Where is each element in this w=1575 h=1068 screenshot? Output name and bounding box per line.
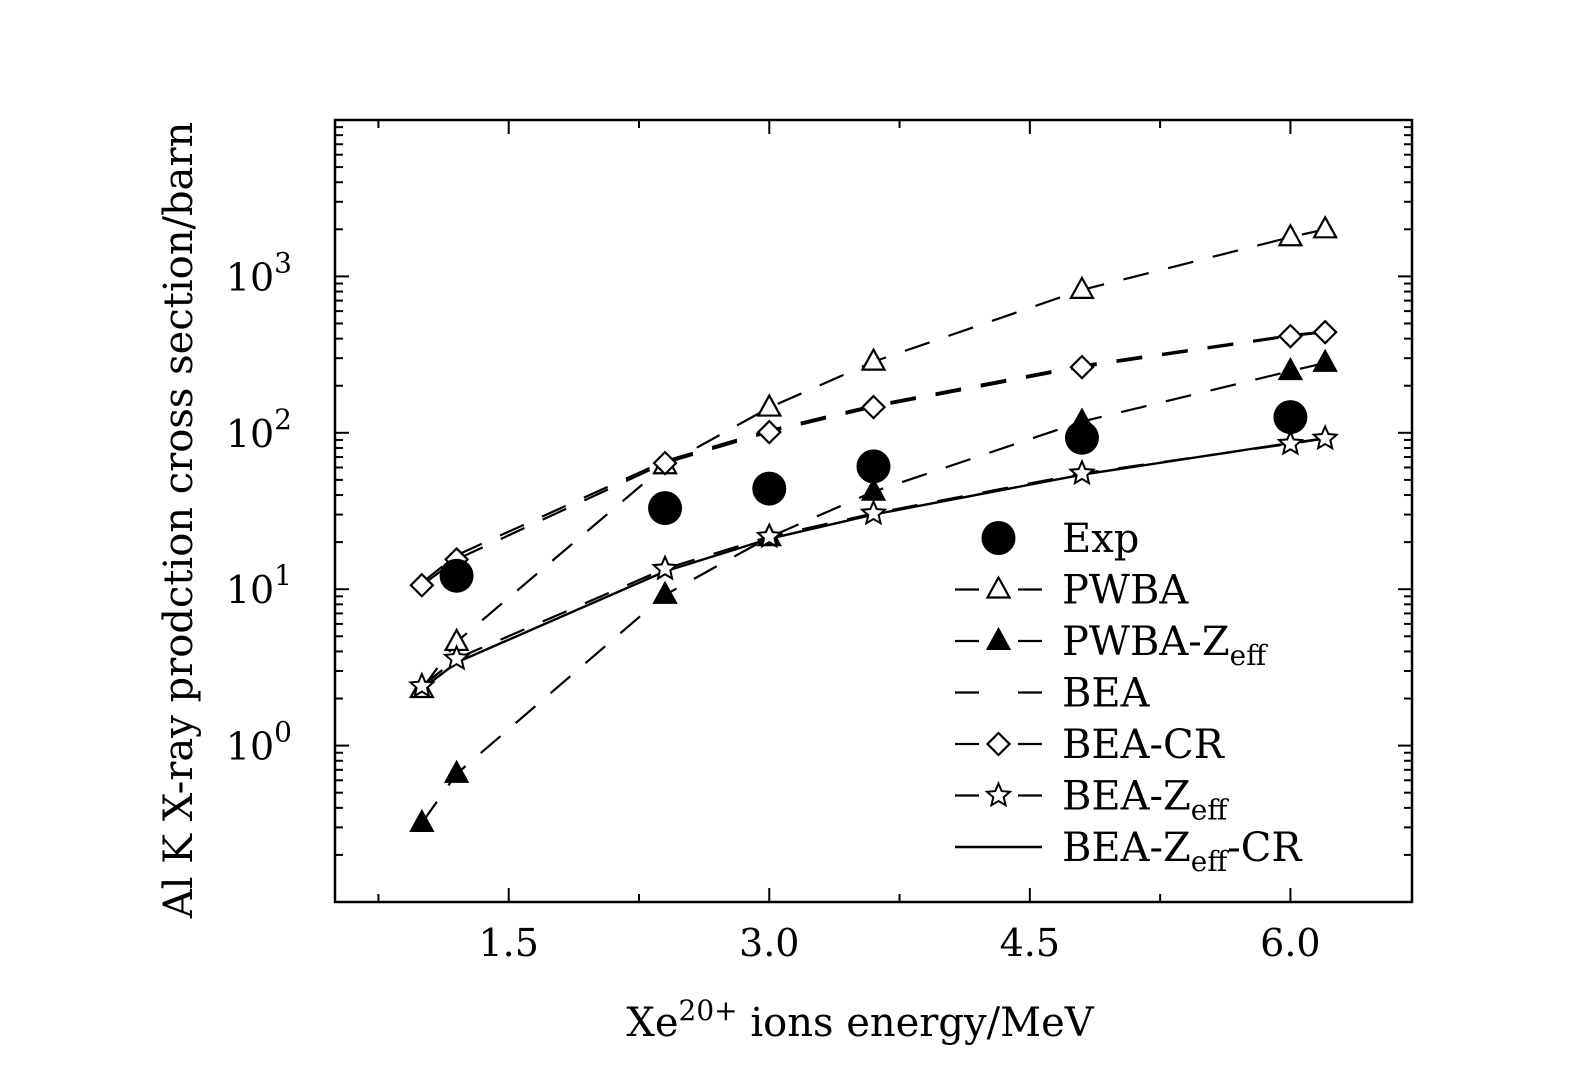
legend-label: BEA [1062,671,1151,717]
legend-marker [985,575,1012,599]
legend-label-main: BEA-Z [1062,825,1191,871]
data-point-pwba [1277,222,1304,247]
data-point-bea-cr [860,394,887,420]
y-tick-label-base: 10 [226,568,274,612]
data-point-bea-cr [1277,323,1303,349]
y-tick-label: 102 [226,403,292,456]
data-point-bea-z-eff [1311,423,1340,451]
legend-entry-bea: BEA [955,671,1151,717]
legend-entry-pwba: PWBA [955,568,1189,614]
legend-label: PWBA-Zeff [1062,619,1268,672]
series-line-pwba [421,228,1326,690]
legend: ExpPWBAPWBA-ZeffBEABEA-CRBEA-ZeffBEA-Zef… [955,516,1303,878]
data-point-pwba-z-eff [1312,348,1338,372]
data-point-exp [1273,400,1308,435]
legend-label-main: PWBA-Z [1062,619,1230,665]
legend-label: BEA-Zeff [1062,774,1229,827]
legend-label-main: BEA [1062,671,1151,717]
plot-area [407,215,1340,832]
legend-label-sub: eff [1191,794,1230,827]
y-tick-label: 100 [226,716,292,769]
x-axis-title: Xe20+ ions energy/MeV [626,994,1094,1046]
data-point-bea-z-eff [859,498,888,526]
data-point-pwba [860,347,887,371]
data-point-exp [1064,420,1099,455]
axis-ticks [335,120,1412,903]
series-line-bea-cr [421,331,1326,587]
legend-label-sub: eff [1191,845,1230,878]
data-point-pwba-z-eff [1277,357,1304,381]
legend-label-main: BEA-CR [1062,722,1226,768]
data-point-pwba-z-eff [443,759,470,783]
legend-entry-bea-cr: BEA-CR [955,722,1226,768]
data-point-exp [648,491,683,526]
legend-label: BEA-Zeff-CR [1062,825,1303,878]
legend-label-sub: eff [1230,639,1269,672]
x-tick-label: 3.0 [739,921,799,965]
legend-label-main: PWBA [1062,568,1189,614]
legend-entry-bea-z-eff-cr: BEA-Zeff-CR [955,825,1303,878]
data-point-pwba [1069,275,1095,299]
series-line-bea-z-eff-cr [421,437,1326,690]
x-axis-title-rest: ions energy/MeV [738,1000,1095,1046]
legend-label: PWBA [1062,568,1189,614]
y-tick-label-exp: 2 [274,403,292,436]
data-point-bea-cr [409,572,435,598]
x-tick-label: 1.5 [478,921,538,965]
legend-marker [981,521,1016,555]
data-point-pwba-z-eff [409,808,435,832]
data-point-bea-z-eff [651,554,679,581]
data-point-bea-z-eff [442,644,471,671]
legend-marker [985,731,1012,757]
data-point-pwba [1312,215,1339,239]
data-point-bea-z-eff [755,522,784,549]
legend-label-main: Exp [1062,516,1139,562]
legend-label: Exp [1062,516,1139,562]
data-point-bea-z-eff [1276,429,1305,456]
data-point-bea-z-eff [1068,458,1096,486]
data-point-pwba [756,393,783,417]
legend-label-suffix: -CR [1227,825,1303,871]
y-tick-label-exp: 0 [274,716,292,749]
data-point-exp [752,471,787,506]
x-tick-label: 6.0 [1260,921,1320,965]
x-axis-title-base: Xe [626,1000,678,1046]
series-line-pwba-z-eff [421,361,1326,824]
x-axis-title-sup: 20+ [679,994,738,1027]
y-tick-label-exp: 1 [274,559,292,592]
y-tick-label: 103 [226,246,292,299]
legend-entry-pwba-z-eff: PWBA-Zeff [955,619,1268,672]
legend-marker [985,626,1012,650]
y-tick-label-base: 10 [226,255,274,299]
y-axis-title: Al K X-ray prodction cross section/barn [156,122,202,920]
data-point-exp [439,558,474,593]
data-point-exp [856,449,891,484]
legend-label: BEA-CR [1062,722,1226,768]
data-point-bea-z-eff [407,671,436,698]
y-tick-label-base: 10 [226,412,274,456]
legend-marker [984,780,1013,808]
data-point-bea-cr [756,419,782,445]
legend-entry-exp: Exp [981,516,1139,562]
data-point-bea-cr [1069,354,1095,380]
data-point-pwba-z-eff [652,580,678,604]
data-point-bea-cr [1312,319,1338,345]
y-tick-label-base: 10 [226,725,274,769]
legend-label-main: BEA-Z [1062,774,1191,820]
legend-entry-bea-z-eff: BEA-Zeff [955,774,1229,827]
y-tick-label: 101 [226,559,292,612]
y-tick-label-exp: 3 [274,246,292,279]
data-point-bea-cr [652,450,678,476]
x-tick-label: 4.5 [1000,921,1060,965]
plot-frame [333,118,1414,904]
